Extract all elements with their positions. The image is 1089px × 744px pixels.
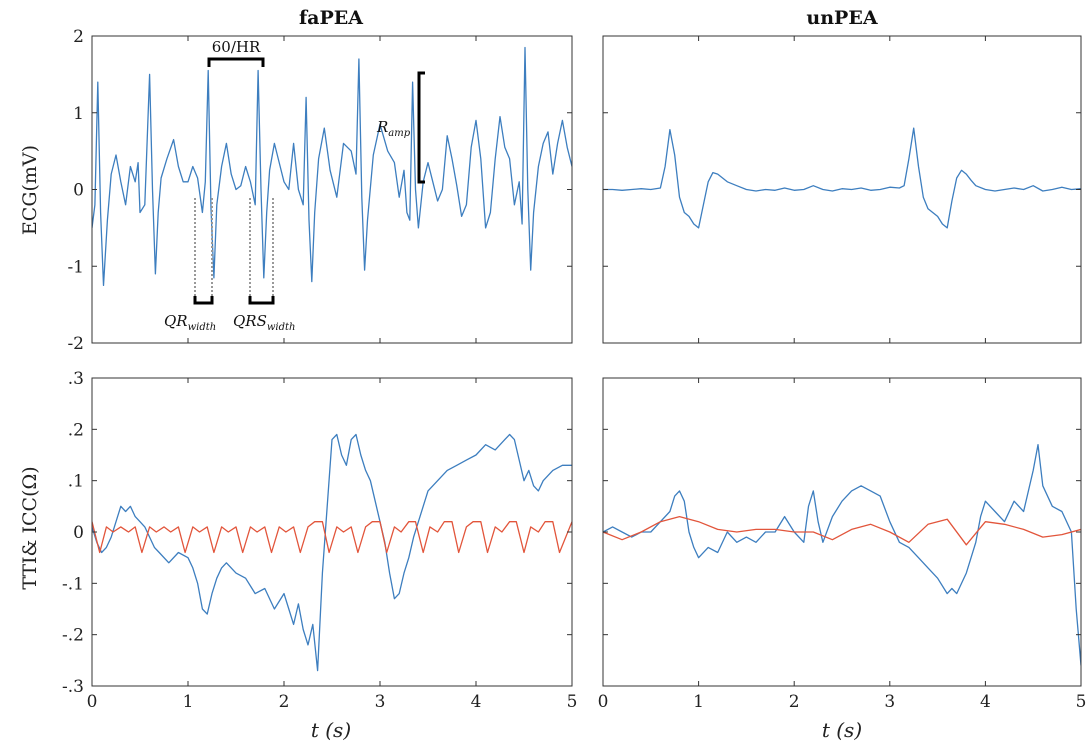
ecg-annotations: 60/HR Ramp QRwidth QRSwidth bbox=[164, 38, 425, 333]
x-tick-label: 5 bbox=[567, 692, 578, 712]
hr-label: 60/HR bbox=[212, 38, 261, 56]
x-tick-label: 5 bbox=[1076, 692, 1087, 712]
series-line-1 bbox=[603, 515, 1081, 546]
y-tick-label: 2 bbox=[73, 27, 84, 47]
y-tick-label: -.1 bbox=[62, 574, 84, 594]
y-tick-label: 0 bbox=[73, 181, 84, 201]
x-tick-label: 1 bbox=[693, 692, 704, 712]
ylabel-tti-icc: TTI& ICC(Ω) bbox=[19, 466, 41, 589]
qr-bracket bbox=[193, 296, 214, 305]
panel-unpea-tti: 0 1 2 3 4 5 bbox=[598, 377, 1087, 712]
axes-frame bbox=[602, 377, 1082, 687]
ramp-label: Ramp bbox=[376, 118, 411, 139]
x-tick-label: 0 bbox=[87, 692, 98, 712]
qrs-main: QRS bbox=[233, 312, 267, 330]
panel-unpea-ecg bbox=[602, 35, 1082, 344]
y-tick-label: -.3 bbox=[62, 677, 84, 697]
series-line-1 bbox=[92, 521, 572, 554]
series-line-0 bbox=[603, 444, 1081, 666]
qrs-bracket bbox=[248, 296, 275, 305]
y-tick-label: 1 bbox=[73, 104, 84, 124]
axes-frame bbox=[91, 377, 573, 687]
axes-frame bbox=[602, 35, 1082, 344]
ramp-main: R bbox=[376, 118, 388, 136]
ramp-bracket bbox=[417, 71, 425, 184]
axes-frame bbox=[91, 35, 573, 344]
ylabel-ecg: ECG(mV) bbox=[19, 145, 41, 235]
col-title-fapea: faPEA bbox=[299, 7, 363, 29]
y-tick-label: .3 bbox=[68, 369, 84, 389]
xlabel-left: t (s) bbox=[311, 718, 351, 742]
y-tick-label: .2 bbox=[68, 420, 84, 440]
xlabel-right: t (s) bbox=[822, 718, 862, 742]
x-tick-label: 4 bbox=[980, 692, 991, 712]
series-line-0 bbox=[603, 127, 1081, 229]
x-tick-label: 3 bbox=[375, 692, 386, 712]
x-tick-label: 2 bbox=[789, 692, 800, 712]
qr-main: QR bbox=[164, 312, 188, 330]
y-tick-label: 0 bbox=[73, 523, 84, 543]
series-line-0 bbox=[92, 433, 572, 672]
y-tick-label: .1 bbox=[68, 472, 84, 492]
qr-label: QRwidth bbox=[164, 312, 216, 333]
y-tick-label: -2 bbox=[67, 334, 84, 354]
x-tick-label: 4 bbox=[471, 692, 482, 712]
x-tick-label: 1 bbox=[183, 692, 194, 712]
qrs-sub: width bbox=[267, 322, 296, 333]
x-tick-label: 3 bbox=[884, 692, 895, 712]
qr-sub: width bbox=[188, 322, 217, 333]
x-tick-label: 2 bbox=[279, 692, 290, 712]
panel-fapea-ecg: -2 -1 0 1 2 bbox=[67, 27, 573, 354]
panel-fapea-tti: 0 1 2 3 4 5 -.3 -.2 -.1 0 .1 .2 .3 bbox=[62, 369, 577, 712]
ramp-sub: amp bbox=[388, 128, 410, 139]
qrs-label: QRSwidth bbox=[233, 312, 296, 333]
col-title-unpea: unPEA bbox=[806, 7, 877, 29]
y-tick-label: -1 bbox=[67, 257, 84, 277]
x-tick-label: 0 bbox=[598, 692, 609, 712]
y-tick-label: -.2 bbox=[62, 626, 84, 646]
series-line-0 bbox=[92, 46, 572, 287]
hr-bracket bbox=[207, 57, 265, 67]
